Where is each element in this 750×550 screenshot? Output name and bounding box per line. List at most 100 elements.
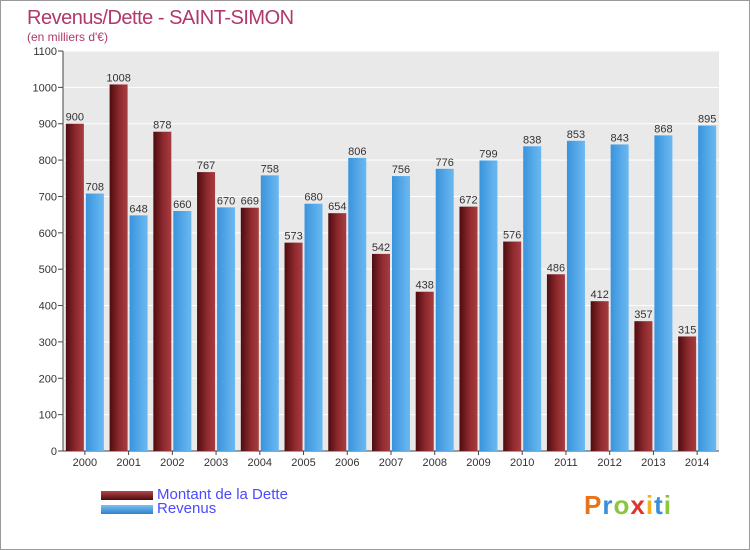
legend-label-revenus: Revenus xyxy=(157,500,217,517)
data-label: 573 xyxy=(284,231,302,243)
data-label: 654 xyxy=(328,201,346,213)
y-tick-label: 500 xyxy=(39,264,57,276)
bar-dette xyxy=(415,291,434,451)
bar-revenus xyxy=(260,175,279,451)
logo-letter: i xyxy=(645,490,655,520)
data-label: 412 xyxy=(590,289,608,301)
bar-revenus xyxy=(523,146,542,452)
x-tick-label: 2005 xyxy=(291,457,315,469)
logo-letter: i xyxy=(663,490,672,520)
data-label: 576 xyxy=(503,230,521,242)
x-tick-label: 2011 xyxy=(554,457,578,469)
data-label: 878 xyxy=(153,120,171,132)
data-label: 669 xyxy=(241,196,259,208)
bar-dette xyxy=(503,241,522,451)
y-tick-label: 100 xyxy=(39,410,57,422)
bar-revenus xyxy=(129,215,148,451)
logo-letter: o xyxy=(613,490,631,520)
bar-dette xyxy=(634,321,653,451)
bar-dette xyxy=(284,242,303,451)
x-tick-label: 2002 xyxy=(160,457,184,469)
bar-dette xyxy=(372,253,390,451)
y-tick-label: 0 xyxy=(51,446,57,458)
data-label: 756 xyxy=(392,164,410,176)
data-label: 900 xyxy=(66,112,84,124)
bar-revenus xyxy=(392,176,410,451)
data-label: 438 xyxy=(416,280,434,292)
bar-dette xyxy=(240,207,259,451)
y-tick-label: 800 xyxy=(39,155,57,167)
x-tick-label: 2014 xyxy=(685,457,709,469)
x-tick-label: 2010 xyxy=(510,457,534,469)
logo-letter: r xyxy=(602,490,614,520)
y-tick-label: 200 xyxy=(39,373,57,385)
data-label: 1008 xyxy=(106,72,130,84)
y-tick-label: 1000 xyxy=(33,82,57,94)
data-label: 895 xyxy=(698,114,716,126)
bar-dette xyxy=(197,172,216,451)
chart-subtitle: (en milliers d'€) xyxy=(27,30,108,44)
data-label: 838 xyxy=(523,134,541,146)
bar-revenus xyxy=(698,125,717,451)
y-tick-label: 600 xyxy=(39,228,57,240)
plot-area xyxy=(63,51,719,451)
data-label: 680 xyxy=(304,192,322,204)
bar-revenus xyxy=(610,144,629,452)
bar-revenus xyxy=(479,160,498,452)
data-label: 776 xyxy=(436,157,454,169)
data-label: 486 xyxy=(547,262,565,274)
x-tick-label: 2000 xyxy=(73,457,97,469)
chart-title: Revenus/Dette - SAINT-SIMON xyxy=(27,7,294,29)
y-tick-label: 300 xyxy=(39,337,57,349)
legend-swatch-dette xyxy=(101,491,153,500)
bar-dette xyxy=(546,274,565,451)
data-label: 799 xyxy=(479,148,497,160)
x-tick-label: 2003 xyxy=(204,457,228,469)
x-tick-label: 2008 xyxy=(422,457,446,469)
data-label: 868 xyxy=(654,123,672,135)
bar-dette xyxy=(459,206,478,451)
bar-revenus xyxy=(173,211,192,451)
data-label: 806 xyxy=(348,146,366,158)
y-tick-label: 700 xyxy=(39,191,57,203)
x-tick-label: 2013 xyxy=(641,457,665,469)
bar-dette xyxy=(153,131,172,451)
x-tick-label: 2012 xyxy=(597,457,621,469)
bar-dette xyxy=(328,213,347,451)
bar-revenus xyxy=(85,193,104,451)
data-label: 542 xyxy=(372,242,390,254)
x-tick-label: 2001 xyxy=(116,457,140,469)
data-label: 670 xyxy=(217,195,235,207)
x-tick-label: 2004 xyxy=(248,457,272,469)
legend-label-dette: Montant de la Dette xyxy=(157,486,288,503)
bar-dette xyxy=(678,336,697,451)
bar-revenus xyxy=(435,168,454,451)
data-label: 853 xyxy=(567,129,585,141)
x-tick-label: 2007 xyxy=(379,457,403,469)
y-tick-label: 900 xyxy=(39,119,57,131)
proxiti-logo: Proxiti xyxy=(584,490,672,521)
logo-letter: x xyxy=(630,490,646,520)
legend-swatch-revenus xyxy=(101,505,153,514)
bar-dette xyxy=(590,301,609,451)
data-label: 672 xyxy=(459,195,477,207)
data-label: 843 xyxy=(610,132,628,144)
data-label: 767 xyxy=(197,160,215,172)
bar-dette xyxy=(109,84,128,452)
data-label: 648 xyxy=(129,203,147,215)
y-tick-label: 1100 xyxy=(33,46,57,58)
bar-revenus xyxy=(348,157,367,451)
bar-revenus xyxy=(654,135,673,451)
bar-revenus xyxy=(566,140,585,451)
data-label: 315 xyxy=(678,324,696,336)
logo-letter: t xyxy=(654,490,664,520)
logo-letter: P xyxy=(584,490,603,520)
bar-chart: 0 100 200 300 400 500 600 700 800 900 1000 1100 2000… xyxy=(33,46,719,469)
y-tick-label: 400 xyxy=(39,301,57,313)
data-label: 708 xyxy=(86,182,104,194)
bar-dette xyxy=(65,123,84,452)
data-label: 357 xyxy=(634,309,652,321)
data-label: 758 xyxy=(261,163,279,175)
x-tick-label: 2009 xyxy=(466,457,490,469)
